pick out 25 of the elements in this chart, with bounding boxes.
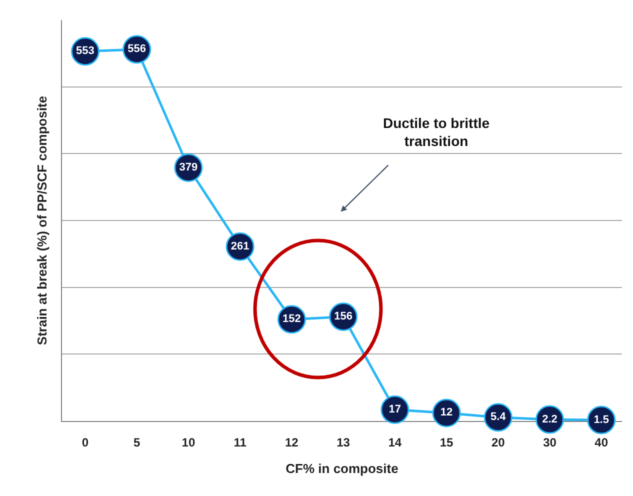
x-tick-label: 14 xyxy=(388,435,402,450)
x-tick-label: 20 xyxy=(491,435,506,450)
data-label: 152 xyxy=(282,313,301,326)
data-label: 12 xyxy=(440,406,453,419)
x-tick-label: 10 xyxy=(182,435,196,450)
x-tick-label: 5 xyxy=(133,435,140,450)
x-tick-label: 0 xyxy=(82,435,89,450)
data-label: 1.5 xyxy=(594,414,609,426)
x-tick-label: 12 xyxy=(285,435,299,450)
data-label: 156 xyxy=(334,310,352,322)
data-label: 2.2 xyxy=(542,413,558,426)
x-axis-title: CF% in composite xyxy=(286,461,398,476)
x-tick-label: 11 xyxy=(234,435,247,450)
y-axis-title: Strain at break (%) of PP/SCF composite xyxy=(34,96,50,346)
data-label: 5.4 xyxy=(490,411,507,424)
data-label: 261 xyxy=(230,240,250,252)
data-label: 379 xyxy=(179,161,198,174)
x-tick-label: 13 xyxy=(336,435,350,450)
x-tick-label: 15 xyxy=(440,435,454,450)
x-tick-label: 30 xyxy=(543,435,557,450)
annotation: Ductile to brittle transition xyxy=(383,115,490,150)
x-tick-label: 40 xyxy=(594,435,608,450)
data-label: 17 xyxy=(388,403,402,416)
data-label: 556 xyxy=(128,43,146,56)
data-label: 553 xyxy=(76,45,94,58)
